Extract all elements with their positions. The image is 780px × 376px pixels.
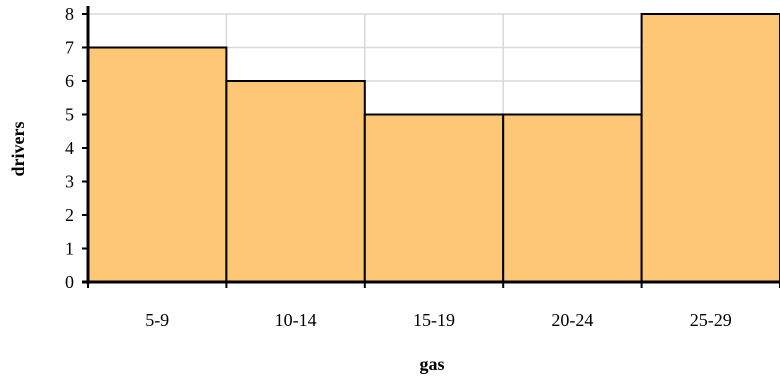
bars <box>87 13 780 283</box>
y-tick-label: 6 <box>65 71 74 91</box>
y-tick-label: 2 <box>65 205 74 225</box>
y-tick-label: 3 <box>65 172 74 192</box>
axes <box>82 6 780 284</box>
y-tick-label: 1 <box>65 239 74 259</box>
y-tick-label: 4 <box>65 138 74 158</box>
y-tick-label: 8 <box>65 4 74 24</box>
x-tick-labels: 5-9 10-14 15-19 20-24 25-29 <box>87 282 780 330</box>
x-tick-label: 25-29 <box>690 310 732 330</box>
bar-10-14 <box>225 80 366 283</box>
y-tick-label: 7 <box>65 38 74 58</box>
y-tick-label: 5 <box>65 105 74 125</box>
bar-15-19 <box>363 113 505 283</box>
x-axis-title: gas <box>419 354 444 374</box>
x-tick-label: 15-19 <box>413 310 455 330</box>
y-axis-title: drivers <box>8 122 28 177</box>
y-tick-label: 0 <box>65 272 74 292</box>
x-tick-label: 5-9 <box>145 310 169 330</box>
bar-25-29 <box>640 13 780 283</box>
x-tick-label: 20-24 <box>551 310 593 330</box>
bar-5-9 <box>87 46 228 283</box>
x-tick-label: 10-14 <box>275 310 317 330</box>
bar-20-24 <box>502 113 643 283</box>
y-tick-labels: 0 1 2 3 4 5 6 7 8 <box>65 4 88 292</box>
